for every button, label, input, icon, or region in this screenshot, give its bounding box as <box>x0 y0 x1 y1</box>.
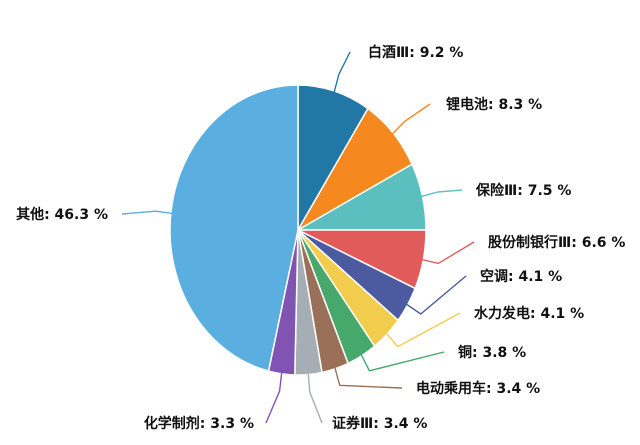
slice-6-leader-line <box>384 312 461 348</box>
slice-4-leader-line <box>420 241 475 265</box>
slice-1-label: 白酒Ⅲ: 9.2 % <box>368 44 463 61</box>
slice-2-label: 锂电池: 8.3 % <box>446 96 542 113</box>
slice-5-label: 空调: 4.1 % <box>480 268 562 285</box>
slice-8-leader-line <box>333 365 403 389</box>
slice-8-label: 电动乘用车: 3.4 % <box>416 380 540 397</box>
slice-7-leader-line <box>359 351 445 372</box>
slice-3-label: 保险Ⅲ: 7.5 % <box>475 182 571 199</box>
slice-9-label: 证券Ⅲ: 3.4 % <box>332 415 427 432</box>
slice-9-leader-line <box>307 371 323 424</box>
slice-5-leader-line <box>404 275 467 315</box>
slice-6-label: 水力发电: 4.1 % <box>474 305 584 322</box>
slice-4-label: 股份制银行Ⅲ: 6.6 % <box>488 234 625 251</box>
slice-10-leader-line <box>265 370 283 424</box>
slice-7-label: 铜: 3.8 % <box>458 344 526 361</box>
slice-10-label: 化学制剂: 3.3 % <box>144 415 254 432</box>
slice-3-leader-line <box>419 189 463 198</box>
slice-1-leader-line <box>333 51 351 94</box>
slice-2-leader-line <box>390 103 431 136</box>
slice-11-label: 其他: 46.3 % <box>16 206 108 223</box>
slice-11-leader-line <box>121 210 174 215</box>
